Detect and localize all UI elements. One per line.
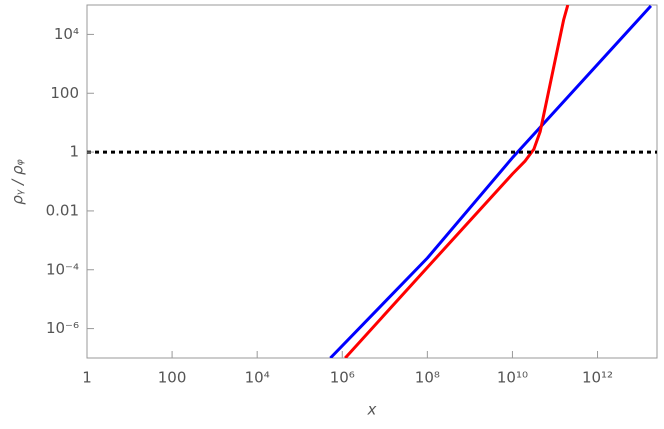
y-tick-label: 10⁻⁴	[46, 260, 79, 278]
x-tick-label: 1	[82, 369, 92, 387]
x-tick-label: 10⁶	[330, 369, 355, 387]
x-tick-label: 10⁴	[245, 369, 270, 387]
x-tick-label: 10⁸	[415, 369, 440, 387]
series-line	[329, 5, 653, 358]
y-tick-label: 100	[50, 84, 79, 102]
y-tick-label: 0.01	[46, 201, 79, 219]
x-tick-label: 10¹⁰	[497, 369, 528, 387]
y-axis-label: ρᵧ / ρᵩ	[9, 159, 27, 205]
series-line	[344, 5, 570, 358]
plot-area	[87, 5, 657, 358]
x-tick-label: 100	[158, 369, 187, 387]
x-axis-label: x	[367, 401, 377, 419]
plot-frame	[86, 4, 658, 359]
x-tick-label: 10¹²	[582, 369, 613, 387]
y-tick-label: 1	[69, 143, 79, 161]
y-tick-label: 10⁴	[54, 25, 79, 43]
y-tick-label: 10⁻⁶	[46, 319, 79, 337]
